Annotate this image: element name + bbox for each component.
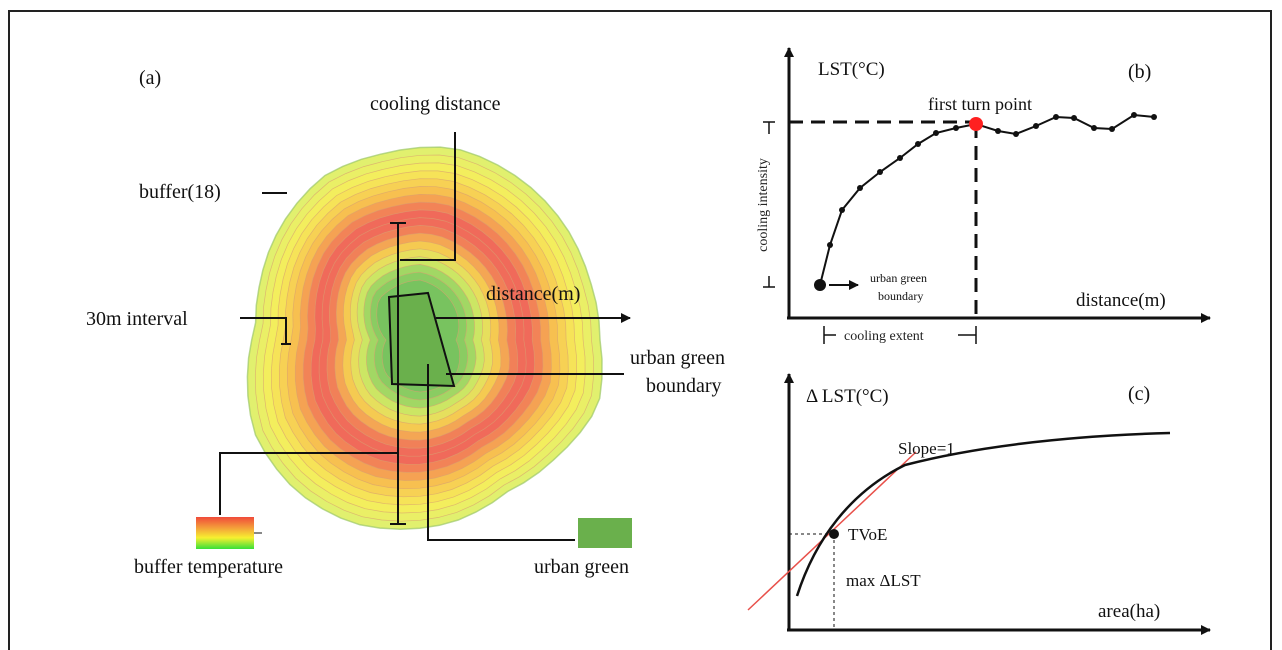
b-curve-point bbox=[857, 185, 863, 191]
temperature-leader bbox=[219, 452, 398, 515]
c-ylabel: Δ LST(°C) bbox=[806, 386, 889, 407]
tvoe-point bbox=[829, 529, 839, 539]
panel-a: (a) cooling distance buffer(18) 30m inte… bbox=[86, 67, 725, 578]
urban-green-patch bbox=[387, 291, 456, 388]
b-curve-point bbox=[915, 141, 921, 147]
tvoe-label: TVoE bbox=[848, 525, 887, 544]
cooling-distance-label: cooling distance bbox=[370, 93, 501, 115]
temperature-legend-label: buffer temperature bbox=[134, 556, 283, 578]
b-start-label-line2: boundary bbox=[878, 289, 923, 303]
temperature-legend-swatch bbox=[196, 517, 254, 549]
panel-c-label: (c) bbox=[1128, 383, 1150, 405]
b-ylabel: LST(°C) bbox=[818, 59, 885, 80]
b-curve-point bbox=[953, 125, 959, 131]
b-curve-point bbox=[827, 242, 833, 248]
boundary-label-line2: boundary bbox=[646, 375, 722, 397]
distance-label: distance(m) bbox=[486, 283, 580, 305]
figure-frame bbox=[8, 10, 1272, 650]
b-curve-point bbox=[1071, 115, 1077, 121]
green-legend-label: urban green bbox=[534, 556, 629, 578]
green-legend-swatch bbox=[578, 518, 632, 548]
slope-label: Slope=1 bbox=[898, 439, 955, 458]
b-curve-point bbox=[1091, 125, 1097, 131]
intensity-label: cooling intensity bbox=[756, 158, 771, 252]
panel-b: LST(°C) distance(m) (b) first turn point… bbox=[756, 47, 1211, 344]
buffer-label: buffer(18) bbox=[139, 181, 221, 203]
green-leader bbox=[427, 364, 575, 541]
b-curve-point bbox=[877, 169, 883, 175]
panel-b-label: (b) bbox=[1128, 61, 1151, 83]
b-curve-point bbox=[1151, 114, 1157, 120]
b-start-label-line1: urban green bbox=[870, 271, 927, 285]
interval-label: 30m interval bbox=[86, 308, 188, 330]
b-curve-point bbox=[995, 128, 1001, 134]
max-label: max ΔLST bbox=[846, 571, 921, 590]
b-curve-point bbox=[839, 207, 845, 213]
c-curve bbox=[795, 431, 1171, 597]
panel-a-label: (a) bbox=[139, 67, 161, 89]
c-xlabel: area(ha) bbox=[1098, 601, 1160, 622]
interval-leader bbox=[240, 317, 287, 344]
turn-point-label: first turn point bbox=[928, 94, 1032, 114]
b-curve-point bbox=[897, 155, 903, 161]
cooling-distance-leader bbox=[400, 132, 456, 261]
b-curve-points bbox=[827, 112, 1157, 248]
boundary-label-line1: urban green bbox=[630, 347, 725, 369]
b-curve-point bbox=[1131, 112, 1137, 118]
extent-label: cooling extent bbox=[844, 329, 924, 344]
b-xlabel: distance(m) bbox=[1076, 290, 1166, 311]
b-curve-point bbox=[1033, 123, 1039, 129]
b-curve-point bbox=[1053, 114, 1059, 120]
b-curve-point bbox=[1013, 131, 1019, 137]
first-turn-point bbox=[969, 117, 983, 131]
panel-c: Δ LST(°C) area(ha) (c) Slope=1 TVoE max … bbox=[747, 373, 1211, 635]
b-lst-curve bbox=[819, 113, 1155, 286]
b-start-point bbox=[814, 279, 826, 291]
b-curve-point bbox=[1109, 126, 1115, 132]
b-curve-point bbox=[933, 130, 939, 136]
